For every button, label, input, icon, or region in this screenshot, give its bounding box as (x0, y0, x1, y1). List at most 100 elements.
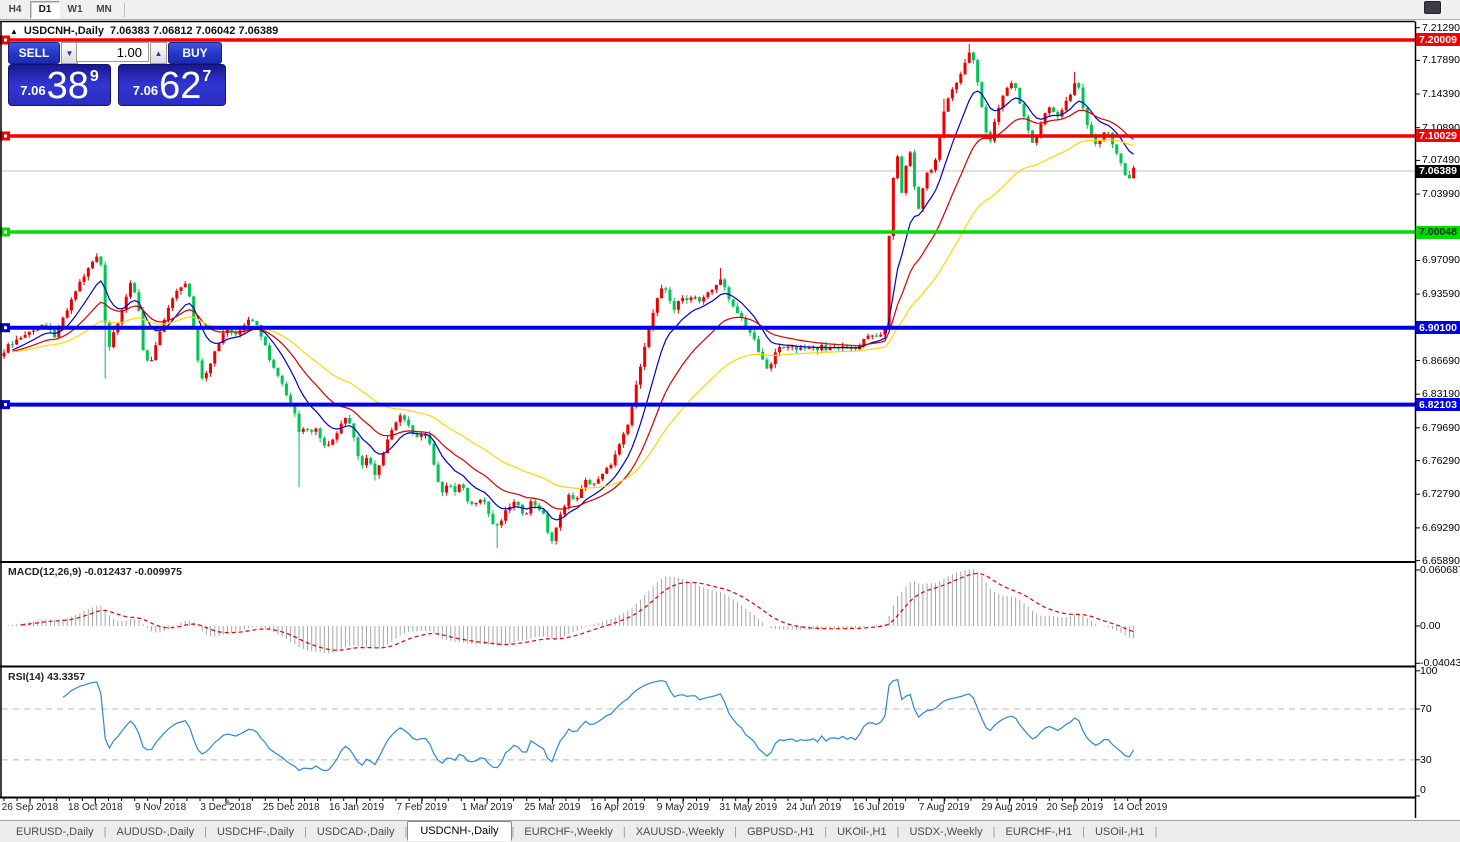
price-axis-label: 7.17890 (1422, 54, 1460, 67)
price-tag: 7.06389 (1416, 164, 1460, 178)
tab-xauusd-weekly[interactable]: XAUUSD-,Weekly (635, 826, 725, 838)
date-axis-label: 16 Jan 2019 (328, 802, 385, 813)
tab-separator: | (992, 826, 996, 838)
tab-eurusd-daily[interactable]: EURUSD-,Daily (16, 826, 94, 838)
tab-usdchf-daily[interactable]: USDCHF-,Daily (216, 826, 294, 838)
tab-eurchf-h1[interactable]: EURCHF-,H1 (1005, 826, 1073, 838)
macd-label: MACD(12,26,9) -0.012437 -0.009975 (8, 566, 182, 578)
buy-price-panel[interactable]: 7.06 62 7 (118, 64, 226, 106)
tab-ukoil-h1[interactable]: UKOil-,H1 (837, 826, 887, 838)
chart-header: ▲ USDCNH-,Daily 7.06383 7.06812 7.06042 … (10, 25, 278, 37)
timeframe-button-mn[interactable]: MN (96, 4, 112, 15)
tab-audusd-daily[interactable]: AUDUSD-,Daily (116, 826, 195, 838)
moving-averages (12, 90, 1134, 521)
price-axis-label: 6.79690 (1422, 421, 1460, 434)
sell-button[interactable]: SELL (8, 42, 60, 64)
date-axis-label: 31 May 2019 (719, 802, 778, 813)
tab-separator: | (622, 826, 626, 838)
timeframe-button-d1[interactable]: D1 (30, 0, 60, 19)
panel-borders (0, 20, 1417, 818)
macd-signal-line (20, 572, 1134, 651)
tab-separator: | (404, 826, 408, 838)
price-tag: 7.10029 (1416, 129, 1460, 143)
tab-separator: | (1154, 826, 1158, 838)
price-axis-label: 6.65890 (1422, 554, 1460, 567)
sell-price-panel[interactable]: 7.06 38 9 (8, 64, 111, 106)
level-handle (0, 323, 10, 333)
date-axis-label: 7 Feb 2019 (396, 802, 448, 813)
date-axis-label: 1 Mar 2019 (461, 802, 513, 813)
date-axis-label: 16 Jul 2019 (853, 802, 905, 813)
sell-price-small: 7.06 (20, 83, 46, 98)
macd-scale-label: 0.00 (1420, 620, 1441, 632)
date-axis-label: 16 Apr 2019 (590, 802, 645, 813)
price-axis-label: 6.72790 (1422, 488, 1460, 501)
tab-usdcnh-daily[interactable]: USDCNH-,Daily (407, 821, 512, 841)
level-handle (0, 400, 10, 410)
date-axis-label: 14 Oct 2019 (1112, 802, 1168, 813)
rsi-scale-label: 100 (1420, 664, 1438, 677)
axis-ticks (3, 27, 1420, 804)
buy-price-small: 7.06 (132, 83, 159, 98)
buy-price-big: 62 (159, 64, 202, 107)
date-axis-label: 25 Mar 2019 (524, 802, 581, 813)
tab-usoil-h1[interactable]: USOil-,H1 (1094, 826, 1145, 838)
chart-ohlc: 7.06383 7.06812 7.06042 7.06389 (110, 25, 279, 37)
buy-button[interactable]: BUY (168, 42, 222, 64)
sell-price-sup: 9 (89, 68, 99, 85)
rsi-scale-label: 70 (1420, 702, 1432, 715)
tab-eurchf-weekly[interactable]: EURCHF-,Weekly (524, 826, 613, 838)
tab-usdx-weekly[interactable]: USDX-,Weekly (909, 826, 983, 838)
date-axis-label: 18 Oct 2018 (68, 802, 123, 813)
timeframe-button-h4[interactable]: H4 (8, 4, 22, 15)
date-axis-label: 29 Aug 2019 (981, 802, 1038, 813)
level-handle (0, 131, 10, 141)
price-axis-label: 6.97090 (1422, 254, 1460, 267)
price-axis-label: 6.83190 (1422, 388, 1460, 401)
volume-input[interactable]: 1.00 (76, 42, 149, 62)
tab-separator: | (103, 826, 107, 838)
tab-separator: | (824, 826, 828, 838)
price-axis-label: 6.86690 (1422, 354, 1460, 367)
tab-gbpusd-h1[interactable]: GBPUSD-,H1 (746, 826, 815, 838)
price-tag: 7.20009 (1416, 33, 1460, 47)
date-axis-label: 25 Dec 2018 (262, 802, 320, 813)
price-axis-label: 6.69290 (1422, 521, 1460, 534)
one-click-trading-widget: SELL ▼ 1.00 ▲ BUY 7.06 38 9 7.06 62 7 (8, 40, 226, 106)
rsi-label: RSI(14) 43.3357 (8, 671, 86, 683)
chart-tab-bar: EURUSD-,Daily | AUDUSD-,Daily | USDCHF-,Dail… (0, 820, 1460, 842)
date-axis-label: 24 Jun 2019 (786, 802, 842, 813)
candles-layer (2, 43, 1136, 548)
price-tag: 6.90100 (1416, 321, 1460, 335)
rsi-panel-layer (2, 678, 1415, 772)
macd-histogram (7, 569, 1135, 654)
timeframe-toolbar: H4 D1 W1 MN (0, 0, 1460, 20)
rsi-scale-label: 0 (1420, 784, 1426, 796)
tab-separator: | (511, 826, 515, 838)
date-axis-label: 20 Sep 2019 (1046, 802, 1104, 813)
collapse-icon[interactable]: ▲ (10, 26, 18, 36)
toolbar-separator (124, 2, 125, 17)
date-axis-label: 26 Sep 2018 (1, 802, 59, 813)
price-tag: 7.00048 (1416, 225, 1460, 239)
chart-title: USDCNH-,Daily (23, 25, 104, 37)
date-axis-label: 9 May 2019 (656, 802, 710, 813)
rsi-line (62, 678, 1135, 772)
macd-scale-label: -0.040432 (1420, 657, 1460, 670)
macd-scale-label: 0.060687 (1420, 564, 1460, 576)
price-axis-label: 6.76290 (1422, 454, 1460, 467)
volume-up-button[interactable]: ▲ (150, 42, 167, 64)
window-icon[interactable] (1424, 1, 1441, 14)
tab-separator: | (303, 826, 307, 838)
timeframe-button-w1[interactable]: W1 (67, 4, 83, 15)
tab-usdcad-daily[interactable]: USDCAD-,Daily (316, 826, 395, 838)
rsi-scale-label: 30 (1420, 753, 1432, 766)
tab-separator: | (1082, 826, 1085, 838)
price-axis-label: 7.21290 (1422, 21, 1460, 34)
date-axis-label: 7 Aug 2019 (918, 802, 970, 813)
date-axis-label: 9 Nov 2018 (135, 802, 187, 813)
date-axis-label: 3 Dec 2018 (200, 802, 252, 813)
tab-separator: | (896, 826, 900, 838)
buy-price-sup: 7 (202, 68, 212, 85)
